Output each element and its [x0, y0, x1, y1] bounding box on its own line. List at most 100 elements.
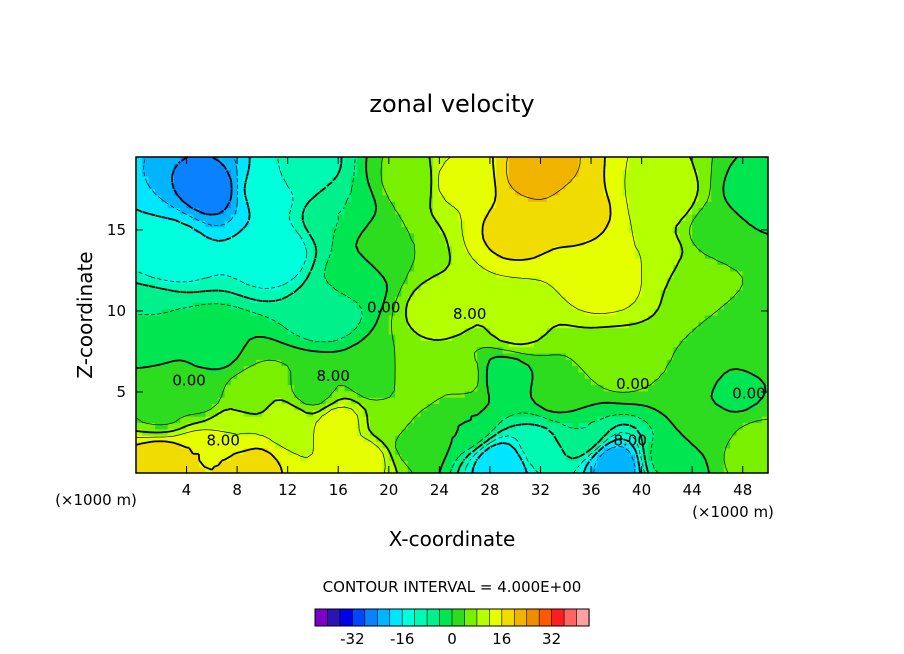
- field-cell: [679, 207, 687, 215]
- field-cell: [306, 283, 314, 291]
- field-cell: [470, 270, 478, 278]
- field-cell: [350, 428, 358, 436]
- field-cell: [148, 302, 156, 310]
- field-cell: [357, 182, 365, 190]
- field-cell: [237, 283, 245, 291]
- field-cell: [287, 308, 295, 316]
- field-cell: [616, 447, 624, 455]
- field-cell: [559, 302, 567, 310]
- field-cell: [376, 454, 384, 461]
- field-cell: [180, 397, 188, 405]
- field-cell: [414, 245, 421, 253]
- field-cell: [262, 239, 270, 247]
- field-cell: [565, 390, 573, 398]
- field-cell: [287, 397, 295, 405]
- field-cell: [641, 232, 649, 240]
- field-cell: [300, 359, 308, 367]
- field-cell: [736, 340, 744, 348]
- field-cell: [489, 365, 497, 373]
- field-cell: [426, 365, 434, 373]
- field-cell: [199, 416, 207, 424]
- field-cell: [186, 232, 194, 240]
- field-cell: [306, 308, 314, 316]
- field-cell: [723, 466, 731, 473]
- field-cell: [262, 213, 270, 221]
- field-cell: [628, 340, 636, 348]
- field-cell: [546, 447, 554, 455]
- field-cell: [660, 422, 668, 430]
- field-cell: [161, 435, 169, 442]
- field-cell: [452, 454, 459, 461]
- field-cell: [559, 258, 567, 266]
- field-cell: [704, 169, 712, 177]
- field-cell: [673, 447, 681, 455]
- field-cell: [230, 283, 238, 291]
- field-cell: [388, 308, 396, 316]
- field-cell: [376, 403, 384, 411]
- field-cell: [142, 213, 150, 221]
- field-cell: [205, 346, 213, 354]
- field-cell: [306, 251, 314, 259]
- field-cell: [572, 447, 579, 455]
- field-cell: [477, 201, 485, 209]
- field-cell: [723, 283, 731, 291]
- field-cell: [306, 289, 314, 297]
- field-cell: [275, 390, 282, 398]
- field-cell: [218, 182, 226, 190]
- field-cell: [470, 390, 478, 398]
- field-cell: [199, 283, 207, 291]
- field-cell: [243, 182, 251, 190]
- field-cell: [312, 340, 320, 348]
- field-cell: [407, 384, 415, 392]
- field-cell: [224, 175, 232, 183]
- field-cell: [363, 283, 371, 291]
- field-cell: [420, 428, 428, 436]
- field-cell: [489, 245, 497, 253]
- field-cell: [344, 213, 352, 221]
- field-cell: [477, 390, 485, 398]
- field-cell: [376, 466, 384, 473]
- field-cell: [414, 220, 421, 228]
- field-cell: [622, 466, 630, 473]
- field-cell: [192, 239, 200, 247]
- field-cell: [161, 422, 169, 430]
- field-cell: [275, 283, 282, 291]
- field-cell: [319, 409, 327, 417]
- field-cell: [407, 422, 415, 430]
- field-cell: [395, 277, 403, 284]
- field-cell: [736, 333, 744, 341]
- field-cell: [420, 258, 428, 266]
- field-cell: [527, 226, 535, 234]
- field-cell: [350, 283, 358, 291]
- field-cell: [218, 340, 226, 348]
- field-cell: [496, 416, 504, 424]
- field-cell: [369, 321, 377, 329]
- field-cell: [521, 264, 529, 272]
- field-cell: [679, 169, 687, 177]
- field-cell: [578, 409, 586, 417]
- field-cell: [489, 340, 497, 348]
- field-cell: [319, 163, 327, 171]
- field-cell: [654, 340, 662, 348]
- field-cell: [673, 188, 681, 196]
- field-cell: [376, 397, 384, 405]
- field-cell: [325, 264, 333, 272]
- field-cell: [407, 466, 415, 473]
- field-cell: [628, 163, 636, 171]
- field-cell: [717, 245, 725, 253]
- field-cell: [641, 359, 649, 367]
- field-cell: [420, 239, 428, 247]
- field-cell: [572, 239, 579, 247]
- field-cell: [597, 308, 605, 316]
- field-cell: [464, 175, 472, 183]
- field-cell: [420, 251, 428, 259]
- field-cell: [742, 422, 750, 430]
- field-cell: [344, 239, 352, 247]
- field-cell: [660, 239, 668, 247]
- field-cell: [338, 175, 346, 183]
- field-cell: [294, 352, 301, 360]
- field-cell: [344, 182, 352, 190]
- field-cell: [148, 371, 156, 379]
- field-cell: [325, 378, 333, 386]
- field-cell: [142, 169, 150, 177]
